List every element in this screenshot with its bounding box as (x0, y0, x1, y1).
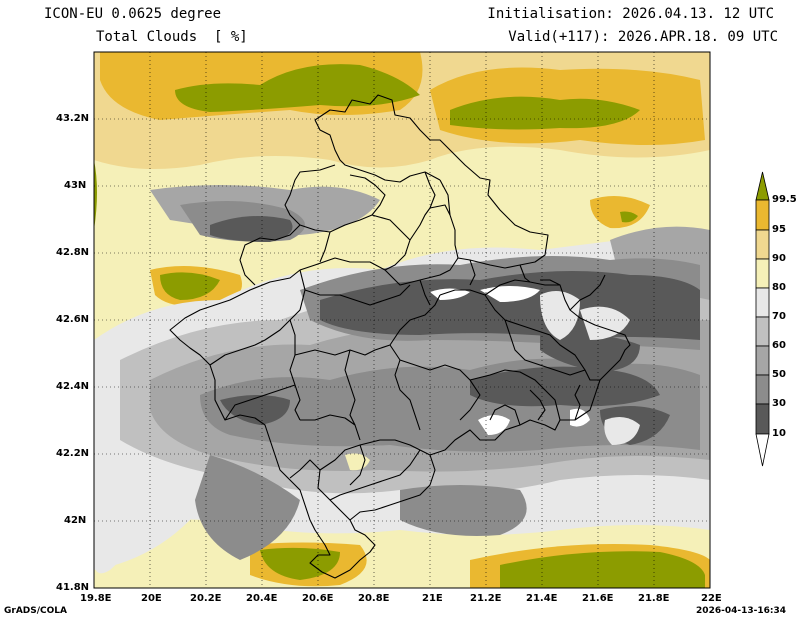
initialisation-time: Initialisation: 2026.04.13. 12 UTC (487, 6, 774, 22)
lon-tick-20-6e: 20.6E (302, 593, 334, 604)
legend-swatch-bottom (755, 433, 770, 467)
lon-tick-20e: 20E (141, 593, 162, 604)
lat-tick-42-4n: 42.4N (56, 381, 90, 392)
legend-label-30: 30 (772, 398, 786, 409)
legend-swatch-top (755, 171, 770, 201)
legend-swatch (755, 345, 770, 376)
legend-swatch (755, 316, 770, 347)
lon-tick-19-8e: 19.8E (80, 593, 112, 604)
lon-tick-21-6e: 21.6E (582, 593, 614, 604)
legend-label-60: 60 (772, 340, 786, 351)
valid-time: Valid(+117): 2026.APR.18. 09 UTC (508, 29, 778, 45)
plot-frame (93, 51, 711, 589)
legend-swatch (755, 403, 770, 435)
lat-tick-43n: 43N (64, 180, 87, 191)
legend-label-10: 10 (772, 428, 786, 439)
legend-label-99-5: 99.5 (772, 194, 797, 205)
legend-swatch (755, 374, 770, 405)
legend-label-50: 50 (772, 369, 786, 380)
lat-tick-41-8n: 41.8N (56, 582, 90, 593)
credit-label: GrADS/COLA (4, 606, 67, 616)
legend-swatch (755, 199, 770, 231)
timestamp-label: 2026-04-13-16:34 (696, 606, 786, 616)
lon-tick-20-4e: 20.4E (246, 593, 278, 604)
variable-title: Total Clouds [ %] (96, 29, 248, 45)
region-boundaries (169, 94, 631, 579)
cloud-fields (94, 52, 710, 588)
lat-tick-42-6n: 42.6N (56, 314, 90, 325)
lon-tick-20-8e: 20.8E (358, 593, 390, 604)
legend-label-90: 90 (772, 253, 786, 264)
model-title: ICON-EU 0.0625 degree (44, 6, 222, 22)
lon-tick-21-4e: 21.4E (526, 593, 558, 604)
grid-lines (94, 52, 710, 588)
legend-label-95: 95 (772, 224, 786, 235)
lat-tick-43-2n: 43.2N (56, 113, 90, 124)
legend-swatch (755, 229, 770, 260)
lon-tick-21e: 21E (422, 593, 443, 604)
legend-label-80: 80 (772, 282, 786, 293)
lat-tick-42-8n: 42.8N (56, 247, 90, 258)
lat-tick-42-2n: 42.2N (56, 448, 90, 459)
lon-tick-21-2e: 21.2E (470, 593, 502, 604)
legend-swatch (755, 258, 770, 289)
legend-label-70: 70 (772, 311, 786, 322)
lon-tick-20-2e: 20.2E (190, 593, 222, 604)
lon-tick-21-8e: 21.8E (638, 593, 670, 604)
legend-swatch (755, 287, 770, 318)
lon-tick-22e: 22E (701, 593, 722, 604)
lat-tick-42n: 42N (64, 515, 87, 526)
